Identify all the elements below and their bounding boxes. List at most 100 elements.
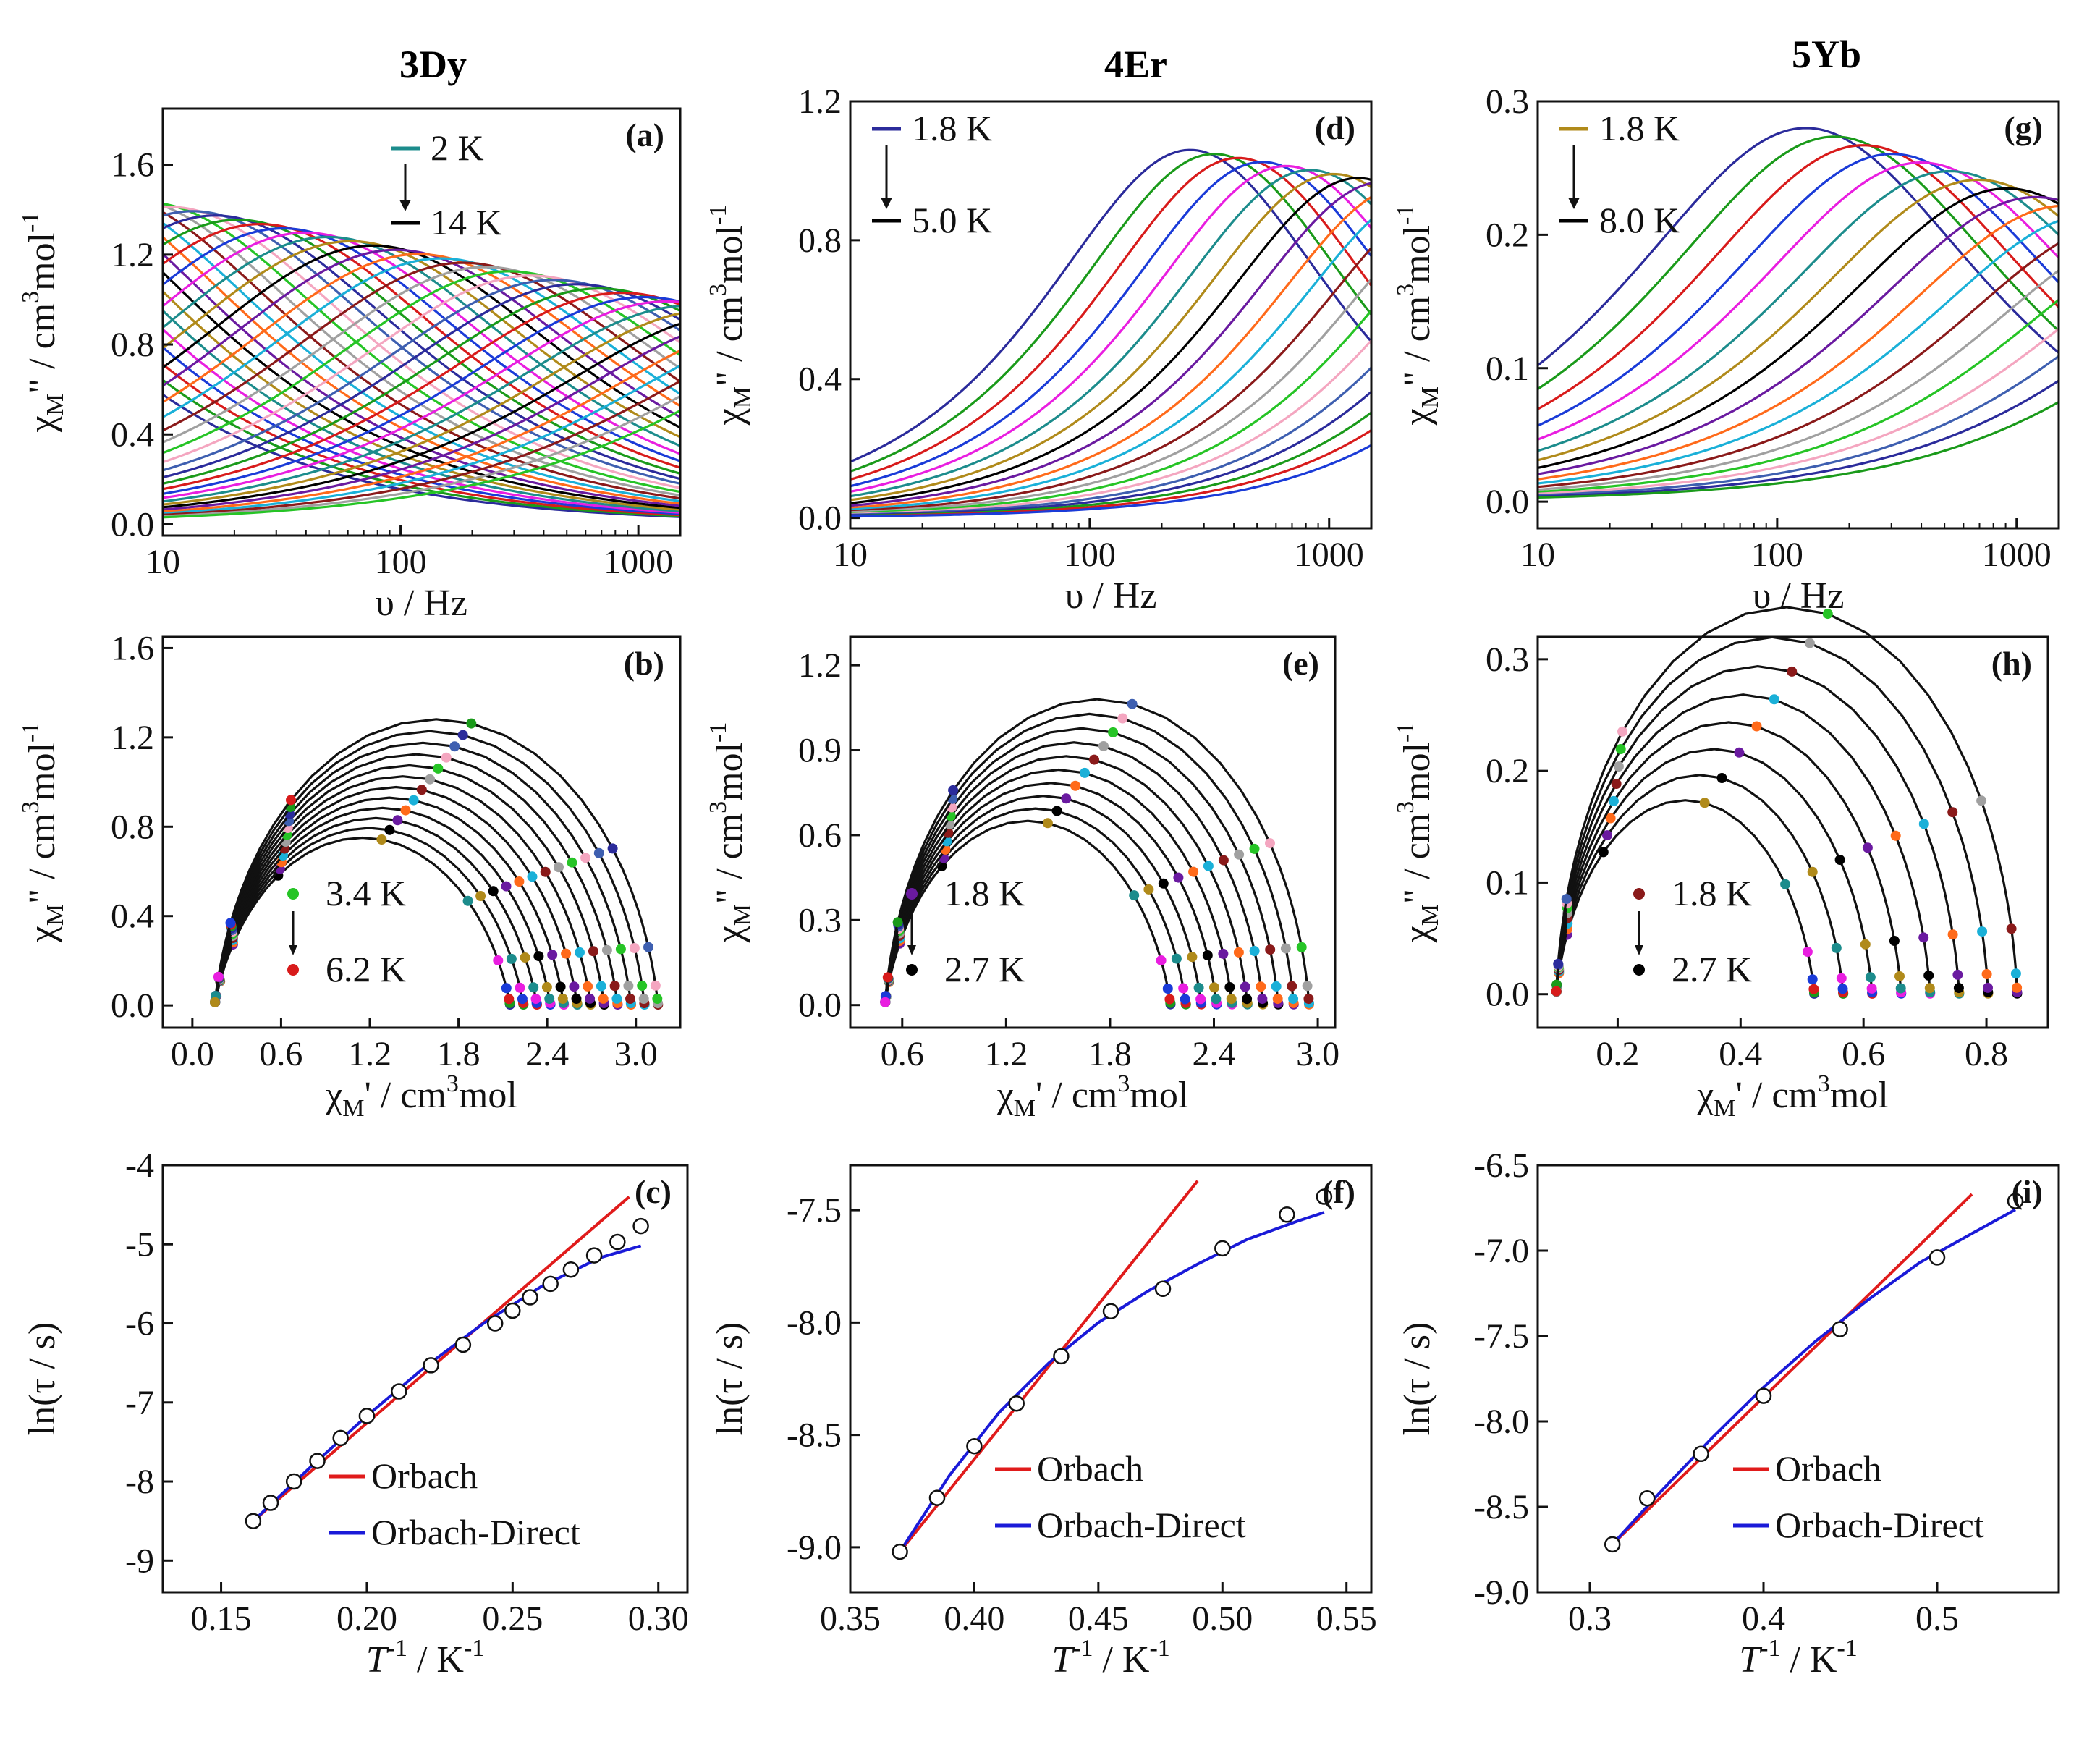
- data-point: [501, 881, 512, 892]
- susceptibility-curve: [850, 169, 1371, 498]
- data-point: [400, 805, 411, 816]
- axis-label: χM" / cm3mol-1: [1392, 722, 1444, 944]
- plot-frame: [161, 635, 682, 1029]
- panel-label: (g): [2004, 109, 2043, 146]
- x-tick-label: 0.2: [1596, 1035, 1639, 1073]
- axis-label-part: mol: [1130, 1075, 1188, 1116]
- axis-label: χM' / cm3mol: [1696, 1070, 1889, 1122]
- data-point: [1233, 947, 1244, 958]
- data-point: [522, 1289, 538, 1306]
- y-tick-label: 1.2: [111, 719, 154, 757]
- axis-label-part: / K: [407, 1639, 464, 1681]
- x-tick-label: 10: [833, 536, 868, 574]
- data-point: [1180, 994, 1190, 1005]
- x-tick-label: 0.15: [191, 1599, 252, 1638]
- axis-label-part: 3: [446, 1070, 459, 1097]
- plot-frame: [849, 1164, 1373, 1594]
- x-tick-label: 0.50: [1192, 1599, 1253, 1638]
- axis-label-part: M: [342, 1095, 364, 1122]
- data-point: [1611, 779, 1622, 789]
- susceptibility-curve: [163, 219, 680, 475]
- data-point: [892, 1543, 908, 1560]
- susceptibility-curve: [163, 380, 680, 516]
- legend-marker: [906, 964, 918, 976]
- data-point: [1008, 1395, 1025, 1412]
- axis-label: ln(τ / s): [709, 1322, 750, 1436]
- y-tick-label: -6: [125, 1305, 154, 1343]
- axis-label-part: -1: [1149, 1635, 1169, 1662]
- data-point: [1638, 1489, 1656, 1507]
- data-point: [596, 981, 606, 992]
- x-tick-label: 10: [1520, 536, 1555, 574]
- x-tick-label: 0.6: [1842, 1035, 1885, 1073]
- axis-label: χM" / cm3mol-1: [1392, 205, 1444, 426]
- data-point: [423, 1357, 439, 1374]
- x-tick-label: 3.0: [1296, 1035, 1339, 1073]
- legend-arrowhead: [907, 945, 916, 955]
- x-tick-label: 0.8: [1965, 1035, 2008, 1073]
- y-tick-label: 1.6: [111, 146, 154, 185]
- y-tick-label: -6.5: [1474, 1146, 1529, 1185]
- data-point: [1605, 813, 1616, 824]
- axis-label-part: " / cm: [709, 813, 750, 904]
- axis-label-part: 3: [1392, 284, 1419, 296]
- data-point: [358, 1408, 376, 1424]
- data-point: [1604, 1536, 1621, 1553]
- data-point: [514, 876, 525, 887]
- data-point: [1807, 974, 1818, 985]
- axis-label-part: mol: [709, 225, 750, 284]
- y-tick-label: 0.8: [111, 808, 154, 846]
- data-point: [1187, 952, 1198, 963]
- data-point: [542, 1275, 559, 1293]
- legend-arrowhead: [1568, 198, 1580, 209]
- axis-label-part: " / cm: [1397, 813, 1438, 904]
- axis-label-part: M: [1014, 1095, 1036, 1122]
- susceptibility-curve: [163, 206, 680, 489]
- y-tick-label: -8: [125, 1463, 154, 1501]
- data-point: [569, 981, 580, 992]
- susceptibility-curve: [850, 172, 1371, 502]
- data-point: [225, 918, 236, 929]
- panel-label: (i): [2012, 1173, 2043, 1210]
- susceptibility-curve: [850, 278, 1371, 514]
- data-point: [1053, 1348, 1070, 1365]
- data-point: [561, 948, 572, 959]
- data-point: [1895, 983, 1906, 994]
- data-point: [1287, 981, 1297, 992]
- data-point: [541, 981, 552, 992]
- y-tick-label: -8.5: [1474, 1488, 1529, 1526]
- legend-marker: [287, 964, 299, 976]
- data-point: [1042, 818, 1053, 829]
- data-point: [601, 944, 612, 955]
- data-point: [1226, 994, 1237, 1005]
- susceptibility-curve: [850, 164, 1371, 493]
- legend-marker: [1633, 888, 1645, 900]
- legend-marker: [287, 888, 299, 900]
- y-tick-label: 0.3: [1486, 641, 1529, 679]
- susceptibility-curve: [163, 236, 680, 505]
- legend-label: 14 K: [431, 202, 502, 242]
- x-tick-label: 3.0: [614, 1035, 658, 1073]
- data-point: [1203, 861, 1214, 871]
- plot-frame: [1536, 635, 2049, 1029]
- data-point: [1156, 955, 1167, 965]
- susceptibility-curve: [163, 335, 680, 511]
- data-point: [528, 982, 539, 993]
- data-point: [1924, 983, 1935, 994]
- y-tick-label: 1.6: [111, 629, 154, 667]
- susceptibility-curve: [163, 300, 680, 499]
- axis-label-part: / K: [1093, 1639, 1149, 1681]
- data-point: [1271, 981, 1282, 992]
- data-point: [1218, 855, 1229, 866]
- data-point: [1602, 830, 1612, 841]
- title-4er: 4Er: [1104, 43, 1167, 86]
- legend-label: 1.8 K: [944, 873, 1025, 913]
- fit-line-orbach-direct: [898, 1211, 1325, 1553]
- data-point: [1832, 1321, 1848, 1337]
- data-point: [1807, 866, 1818, 877]
- axis-label-part: -1: [705, 722, 732, 743]
- plot-frame: [1536, 1164, 2060, 1594]
- susceptibility-curve: [163, 274, 680, 464]
- axis-label-part: / K: [1780, 1639, 1837, 1681]
- axis-label-part: 3: [705, 801, 732, 813]
